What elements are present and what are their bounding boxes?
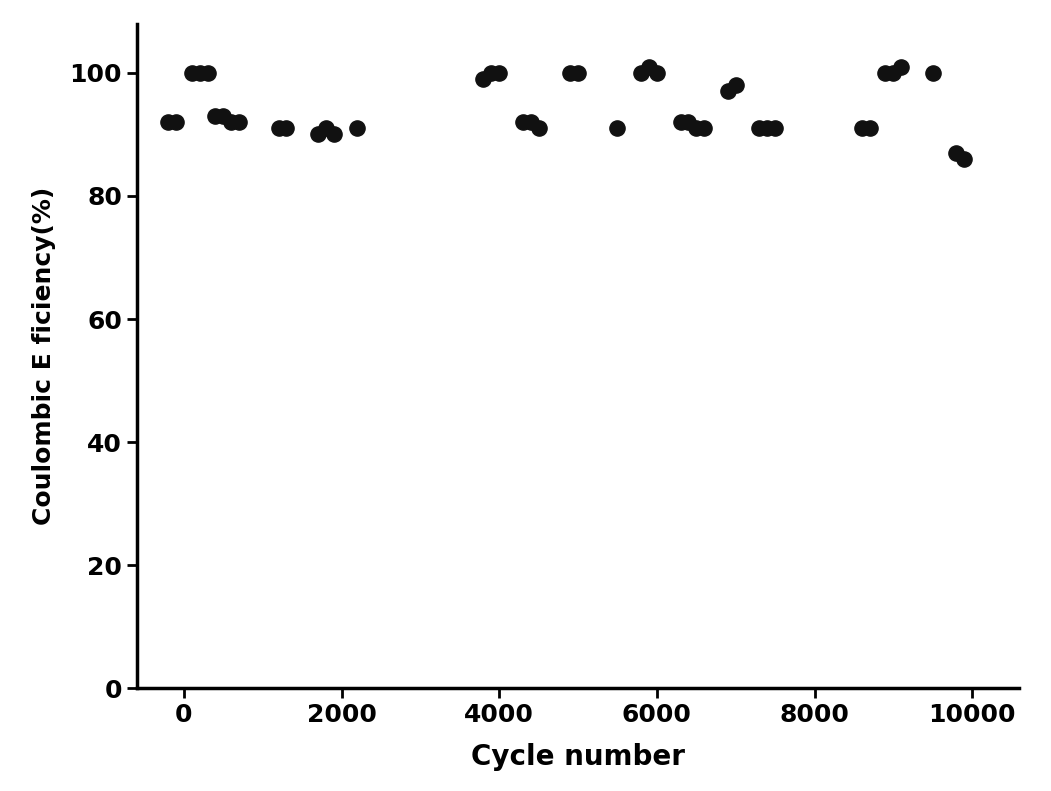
Point bbox=[326, 128, 343, 141]
Point bbox=[853, 122, 870, 134]
Point bbox=[688, 122, 705, 134]
Point bbox=[491, 66, 508, 79]
Point bbox=[317, 122, 334, 134]
Point bbox=[610, 122, 626, 134]
Point bbox=[200, 66, 217, 79]
Point bbox=[885, 66, 902, 79]
Point bbox=[231, 115, 248, 128]
Point bbox=[160, 115, 177, 128]
Point bbox=[515, 115, 532, 128]
Point bbox=[648, 66, 665, 79]
Y-axis label: Coulombic E ficiency(%): Coulombic E ficiency(%) bbox=[32, 187, 56, 525]
Point bbox=[641, 60, 658, 73]
Point bbox=[562, 66, 579, 79]
Point bbox=[862, 122, 879, 134]
Point bbox=[680, 115, 697, 128]
Point bbox=[184, 66, 201, 79]
Point bbox=[168, 115, 185, 128]
Point bbox=[522, 115, 539, 128]
Point bbox=[531, 122, 548, 134]
Point bbox=[925, 66, 942, 79]
Point bbox=[277, 122, 294, 134]
Point bbox=[759, 122, 776, 134]
Point bbox=[751, 122, 768, 134]
Point bbox=[223, 115, 240, 128]
Point bbox=[207, 110, 224, 123]
Point bbox=[877, 66, 893, 79]
Point bbox=[893, 60, 910, 73]
Point bbox=[270, 122, 287, 134]
Point bbox=[673, 115, 689, 128]
Point bbox=[767, 122, 784, 134]
Point bbox=[948, 146, 965, 159]
X-axis label: Cycle number: Cycle number bbox=[471, 744, 685, 771]
Point bbox=[720, 85, 737, 98]
Point bbox=[696, 122, 713, 134]
Point bbox=[570, 66, 586, 79]
Point bbox=[310, 128, 327, 141]
Point bbox=[191, 66, 208, 79]
Point bbox=[349, 122, 366, 134]
Point bbox=[727, 79, 744, 92]
Point bbox=[633, 66, 650, 79]
Point bbox=[475, 73, 492, 85]
Point bbox=[215, 110, 232, 123]
Point bbox=[483, 66, 500, 79]
Point bbox=[956, 153, 973, 165]
